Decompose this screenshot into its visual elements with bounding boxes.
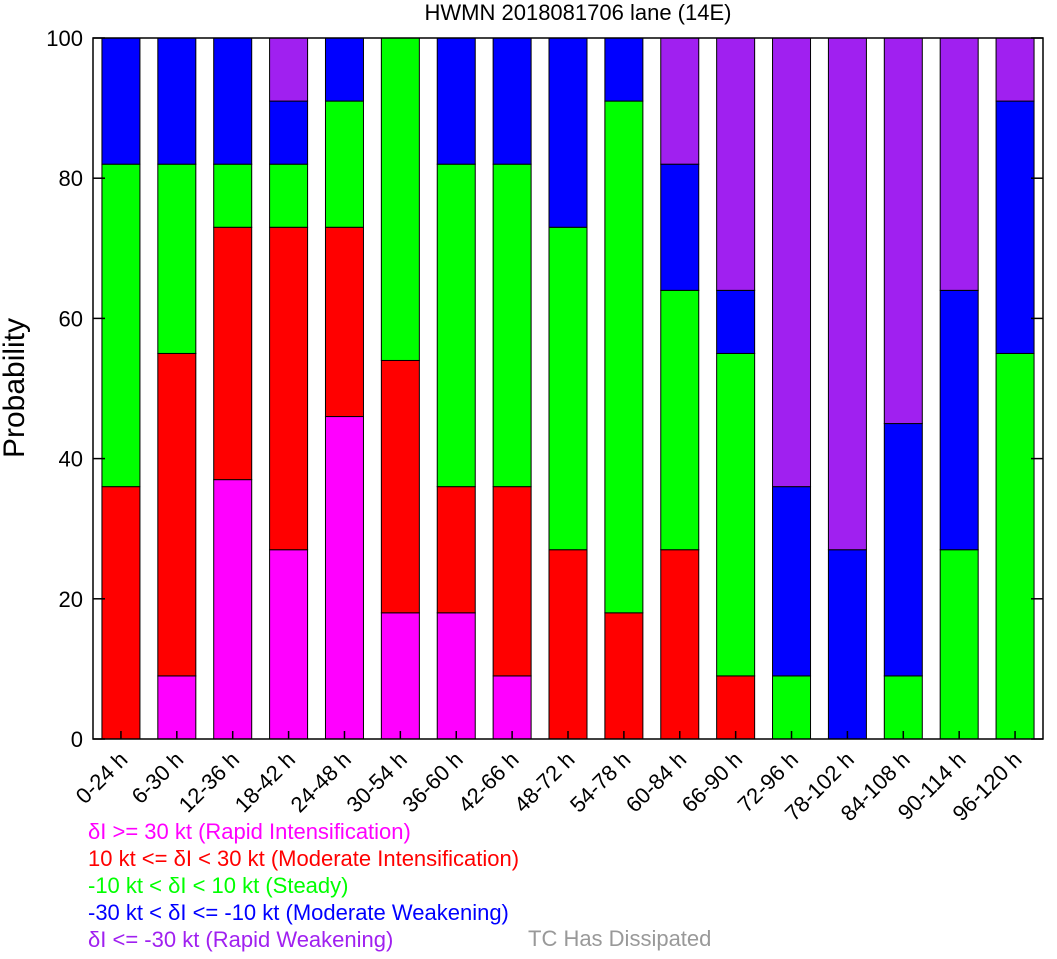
bars-layer	[101, 37, 1035, 740]
x-tick-label: 12-36 h	[174, 747, 244, 817]
bar-segment	[213, 479, 253, 740]
bar-segment	[324, 416, 364, 740]
bar-segment	[939, 37, 979, 291]
bar-segment	[324, 100, 364, 228]
bar-segment	[380, 37, 420, 361]
x-tick-label: 48-72 h	[509, 747, 579, 817]
bar-segment	[492, 163, 532, 488]
bar-segment	[436, 163, 476, 488]
bar-segment	[604, 612, 644, 740]
bar-segment	[939, 289, 979, 551]
bar-segment	[157, 352, 197, 677]
bar-segment	[660, 163, 700, 291]
bar-segment	[213, 163, 253, 228]
y-tick-label: 80	[59, 166, 83, 191]
bar-segment	[380, 612, 420, 740]
x-tick-label: 60-84 h	[621, 747, 691, 817]
bar-segment	[436, 37, 476, 165]
bar-segment	[827, 37, 867, 551]
y-tick-label: 20	[59, 587, 83, 612]
x-tick-label: 42-66 h	[453, 747, 523, 817]
bar-segment	[660, 37, 700, 165]
legend-item-moderate-weakening: -30 kt < δI <= -10 kt (Moderate Weakenin…	[88, 900, 509, 925]
bar-segment	[157, 163, 197, 354]
bar-segment	[995, 100, 1035, 354]
bar-segment	[492, 486, 532, 677]
x-tick-label: 54-78 h	[565, 747, 635, 817]
bar-segment	[716, 37, 756, 291]
bar-segment	[716, 352, 756, 677]
bar-segment	[269, 226, 309, 551]
bar-segment	[269, 100, 309, 165]
bar-segment	[995, 37, 1035, 102]
y-tick-label: 100	[46, 26, 83, 51]
bar-segment	[324, 226, 364, 418]
bar-segment	[548, 549, 588, 740]
bar-segment	[827, 549, 867, 740]
y-tick-label: 40	[59, 447, 83, 472]
bar-segment	[269, 549, 309, 740]
bar-segment	[548, 226, 588, 551]
x-tick-label: 36-60 h	[397, 747, 467, 817]
bar-segment	[548, 37, 588, 228]
x-tick-label: 0-24 h	[71, 747, 133, 809]
x-tick-label: 18-42 h	[230, 747, 300, 817]
y-axis-label: Probability	[0, 318, 31, 458]
bar-segment	[269, 37, 309, 102]
bar-segment	[157, 675, 197, 740]
bar-segment	[101, 486, 141, 740]
bar-segment	[324, 37, 364, 102]
bar-segment	[772, 675, 812, 740]
bar-segment	[995, 352, 1035, 740]
y-tick-label: 0	[71, 727, 83, 752]
bar-segment	[492, 37, 532, 165]
x-tick-label: 66-90 h	[677, 747, 747, 817]
bar-segment	[772, 486, 812, 677]
bar-segment	[380, 359, 420, 614]
legend-item-rapid-intensification: δI >= 30 kt (Rapid Intensification)	[88, 819, 411, 844]
bar-segment	[269, 163, 309, 228]
bar-segment	[436, 612, 476, 740]
legend-item-moderate-intensification: 10 kt <= δI < 30 kt (Moderate Intensific…	[88, 846, 520, 871]
bar-segment	[660, 549, 700, 740]
bar-segment	[436, 486, 476, 614]
bar-segment	[213, 37, 253, 165]
bar-segment	[660, 289, 700, 551]
x-tick-label: 24-48 h	[286, 747, 356, 817]
bar-segment	[883, 675, 923, 740]
bar-segment	[716, 289, 756, 354]
y-tick-label: 60	[59, 306, 83, 331]
legend: δI >= 30 kt (Rapid Intensification) 10 k…	[88, 818, 519, 953]
bar-segment	[604, 37, 644, 102]
bar-segment	[157, 37, 197, 165]
bar-segment	[939, 549, 979, 740]
legend-item-steady: -10 kt < δI < 10 kt (Steady)	[88, 873, 349, 898]
bar-segment	[213, 226, 253, 481]
bar-segment	[883, 37, 923, 425]
bar-segment	[604, 100, 644, 614]
bar-segment	[716, 675, 756, 740]
x-tick-label: 30-54 h	[341, 747, 411, 817]
bar-segment	[101, 163, 141, 488]
bar-segment	[101, 37, 141, 165]
bar-segment	[492, 675, 532, 740]
bar-segment	[772, 37, 812, 488]
legend-item-rapid-weakening: δI <= -30 kt (Rapid Weakening)	[88, 927, 394, 952]
dissipated-label: TC Has Dissipated	[528, 926, 712, 951]
bar-segment	[883, 423, 923, 677]
chart-title: HWMN 2018081706 lane (14E)	[425, 0, 732, 25]
